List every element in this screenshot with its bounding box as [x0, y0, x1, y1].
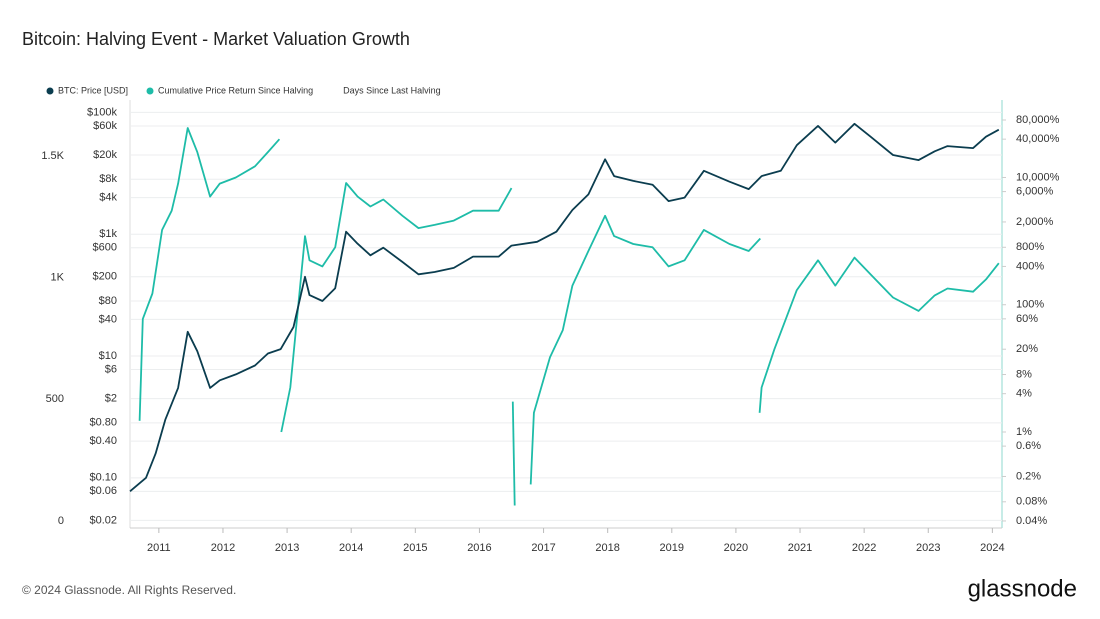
x-tick-label: 2016: [467, 542, 491, 554]
y2-tick-label: 0.08%: [1016, 496, 1047, 508]
legend-label: BTC: Price [USD]: [58, 85, 128, 95]
y-tick-label: $0.80: [89, 417, 117, 429]
y2-tick-label: 4%: [1016, 388, 1032, 400]
x-tick-label: 2014: [339, 542, 363, 554]
x-tick-label: 2019: [660, 542, 684, 554]
y2-tick-label: 0.2%: [1016, 470, 1041, 482]
y2-tick-label: 20%: [1016, 343, 1038, 355]
y3-tick-label: 1K: [51, 272, 65, 284]
copyright: © 2024 Glassnode. All Rights Reserved.: [22, 583, 236, 597]
y2-tick-label: 400%: [1016, 260, 1044, 272]
y3-tick-label: 0: [58, 515, 64, 527]
y3-tick-label: 1.5K: [41, 150, 64, 162]
series-line: [129, 122, 1000, 492]
series-line: [758, 256, 1000, 413]
y-tick-label: $6: [105, 363, 117, 375]
y-tick-label: $0.10: [89, 472, 117, 484]
y-tick-label: $600: [93, 242, 117, 254]
legend-marker: [146, 87, 154, 95]
y-tick-label: $100k: [87, 106, 117, 118]
y2-tick-label: 2,000%: [1016, 216, 1054, 228]
x-tick-label: 2018: [595, 542, 619, 554]
y-tick-label: $4k: [99, 191, 117, 203]
y-tick-label: $80: [99, 295, 117, 307]
y2-tick-label: 0.04%: [1016, 515, 1047, 527]
x-tick-label: 2015: [403, 542, 427, 554]
x-tick-label: 2023: [916, 542, 940, 554]
y-tick-label: $0.40: [89, 435, 117, 447]
y-tick-label: $20k: [93, 149, 117, 161]
x-tick-label: 2024: [980, 542, 1004, 554]
series-line: [511, 401, 516, 506]
legend-label: Cumulative Price Return Since Halving: [158, 85, 313, 95]
series-line: [280, 182, 513, 433]
y2-tick-label: 10,000%: [1016, 171, 1060, 183]
y2-tick-label: 800%: [1016, 241, 1044, 253]
y2-tick-label: 60%: [1016, 313, 1038, 325]
y-tick-label: $1k: [99, 228, 117, 240]
y2-tick-label: 0.6%: [1016, 440, 1041, 452]
y-tick-label: $200: [93, 271, 117, 283]
x-tick-label: 2011: [147, 542, 171, 554]
y2-tick-label: 100%: [1016, 299, 1044, 311]
y2-tick-label: 1%: [1016, 426, 1032, 438]
y-tick-label: $10: [99, 350, 117, 362]
y2-tick-label: 80,000%: [1016, 114, 1060, 126]
y2-tick-label: 8%: [1016, 368, 1032, 380]
x-tick-label: 2020: [724, 542, 748, 554]
y2-tick-label: 40,000%: [1016, 133, 1060, 145]
chart-title: Bitcoin: Halving Event - Market Valuatio…: [22, 29, 410, 49]
y-tick-label: $0.06: [89, 485, 117, 497]
legend-label: Days Since Last Halving: [343, 85, 441, 95]
x-tick-label: 2013: [275, 542, 299, 554]
x-tick-label: 2021: [788, 542, 812, 554]
series-line: [138, 127, 281, 421]
x-tick-label: 2017: [531, 542, 555, 554]
y-tick-label: $0.02: [89, 514, 117, 526]
x-tick-label: 2022: [852, 542, 876, 554]
y-tick-label: $60k: [93, 120, 117, 132]
y-tick-label: $2: [105, 392, 117, 404]
legend-marker: [46, 87, 54, 95]
x-tick-label: 2012: [211, 542, 235, 554]
y2-tick-label: 6,000%: [1016, 185, 1054, 197]
y3-tick-label: 500: [46, 393, 64, 405]
y-tick-label: $40: [99, 313, 117, 325]
y-tick-label: $8k: [99, 173, 117, 185]
series-line: [529, 214, 761, 485]
brand-logo: glassnode: [968, 575, 1077, 602]
